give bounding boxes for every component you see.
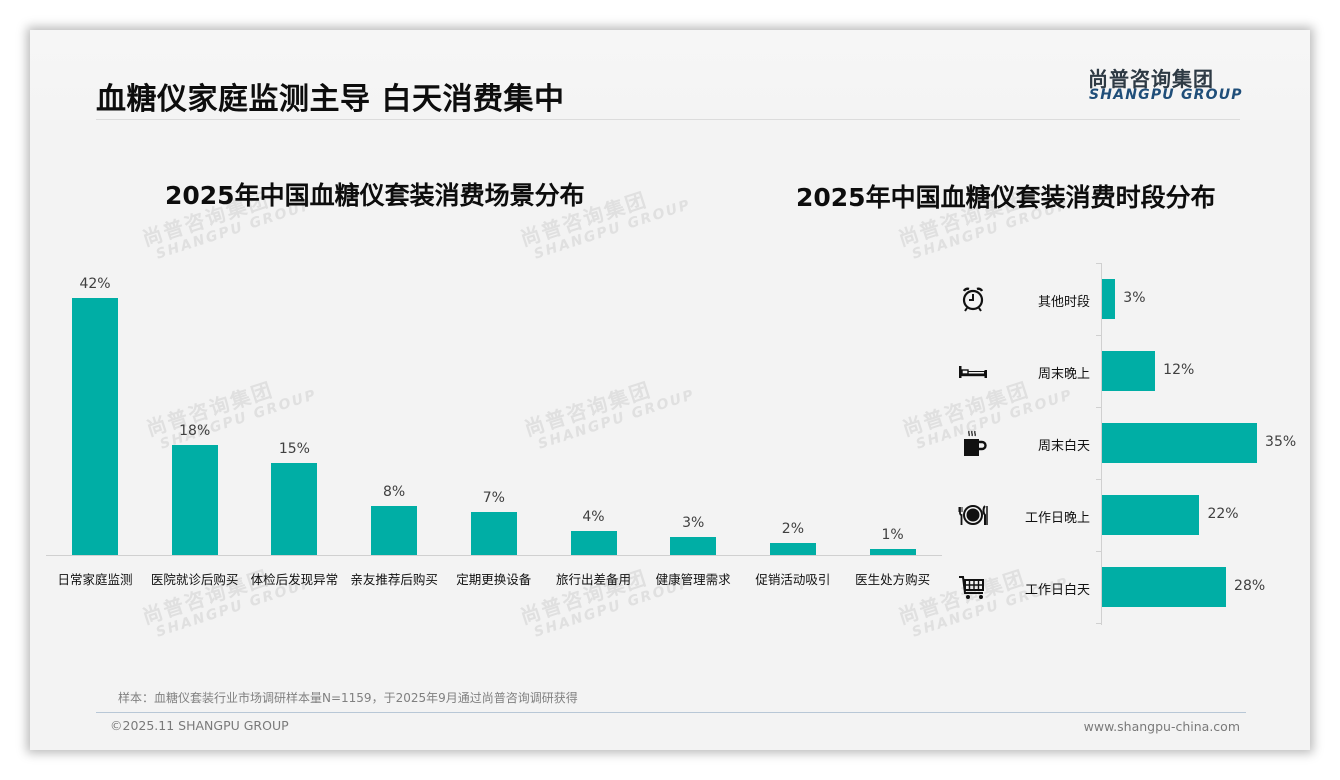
axis-tick xyxy=(1096,479,1101,480)
bar xyxy=(1102,567,1227,607)
bar-value-label: 8% xyxy=(382,484,406,501)
bed-icon xyxy=(956,357,990,385)
bar-value-label: 3% xyxy=(682,514,705,531)
bar-value-label: 18% xyxy=(179,422,211,439)
bar-value-label: 7% xyxy=(482,490,505,507)
axis-tick xyxy=(1096,551,1101,552)
category-label: 其他时段 xyxy=(1037,295,1090,310)
footer-divider xyxy=(96,712,1246,713)
bar xyxy=(1102,279,1116,319)
plate-cutlery-icon xyxy=(956,501,990,529)
category-label: 日常家庭监测 xyxy=(57,572,133,587)
bar-value-label: 15% xyxy=(278,441,310,458)
bar xyxy=(570,530,617,555)
category-label: 医院就诊后购买 xyxy=(150,572,239,587)
bar-value-label: 3% xyxy=(1123,290,1146,306)
axis-tick xyxy=(1096,407,1101,408)
bar-value-label: 12% xyxy=(1163,362,1195,378)
category-label: 亲友推荐后购买 xyxy=(350,572,438,587)
category-label: 工作日晚上 xyxy=(1024,511,1090,526)
category-label: 健康管理需求 xyxy=(655,572,731,587)
scene-chart-title: 2025年中国血糖仪套装消费场景分布 xyxy=(165,181,585,210)
bar-value-label: 2% xyxy=(781,520,804,537)
bar xyxy=(171,444,218,555)
axis-tick xyxy=(1096,335,1101,336)
bar-value-label: 4% xyxy=(582,508,605,525)
coffee-cup-icon xyxy=(956,429,990,457)
website-link[interactable]: www.shangpu-china.com xyxy=(1083,719,1240,734)
bar-value-label: 1% xyxy=(881,526,904,543)
bar xyxy=(1102,351,1156,391)
bar xyxy=(1102,423,1258,463)
logo-english: SHANGPU GROUP xyxy=(1089,87,1243,103)
time-chart-title: 2025年中国血糖仪套装消费时段分布 xyxy=(796,183,1216,212)
sample-note: 样本：血糖仪套装行业市场调研样本量N=1159，于2025年9月通过尚普咨询调研… xyxy=(118,691,578,705)
category-label: 工作日白天 xyxy=(1024,583,1090,598)
bar xyxy=(271,463,318,555)
bar-value-label: 28% xyxy=(1234,578,1266,594)
category-label: 促销活动吸引 xyxy=(755,572,831,587)
alarm-clock-icon xyxy=(956,285,990,313)
bar xyxy=(72,297,118,555)
page-title: 血糖仪家庭监测主导 白天消费集中 xyxy=(96,82,565,117)
bar xyxy=(769,542,816,555)
header-divider xyxy=(96,119,1240,120)
category-label: 旅行出差备用 xyxy=(555,572,631,587)
category-label: 定期更换设备 xyxy=(456,572,532,587)
shopping-cart-icon xyxy=(956,573,990,601)
category-label: 体检后发现异常 xyxy=(250,572,339,587)
copyright: ©2025.11 SHANGPU GROUP xyxy=(110,718,289,733)
bar xyxy=(371,506,418,555)
bar xyxy=(470,512,517,555)
axis-tick xyxy=(1096,263,1101,264)
y-axis-line xyxy=(1101,263,1102,625)
scene-distribution-chart: 42% 日常家庭监测 18% 医院就诊后购买 15% 体检后发现异常 8% 亲友推荐后购买 7%… xyxy=(30,30,1310,750)
x-axis-line xyxy=(46,555,942,556)
bar xyxy=(1102,495,1200,535)
category-label: 医生处方购买 xyxy=(855,572,931,587)
bar xyxy=(670,536,717,555)
logo-chinese: 尚普咨询集团 xyxy=(1088,67,1214,91)
axis-tick xyxy=(1096,623,1101,624)
bar xyxy=(869,548,916,555)
bar-value-label: 22% xyxy=(1207,506,1239,522)
category-label: 周末白天 xyxy=(1037,439,1090,454)
category-label: 周末晚上 xyxy=(1037,367,1090,382)
bar-value-label: 35% xyxy=(1265,434,1297,450)
bar-value-label: 42% xyxy=(79,275,111,292)
slide: 血糖仪家庭监测主导 白天消费集中 尚普咨询集团 SHANGPU GROUP 尚普… xyxy=(30,30,1310,750)
slide-header xyxy=(30,30,1310,120)
